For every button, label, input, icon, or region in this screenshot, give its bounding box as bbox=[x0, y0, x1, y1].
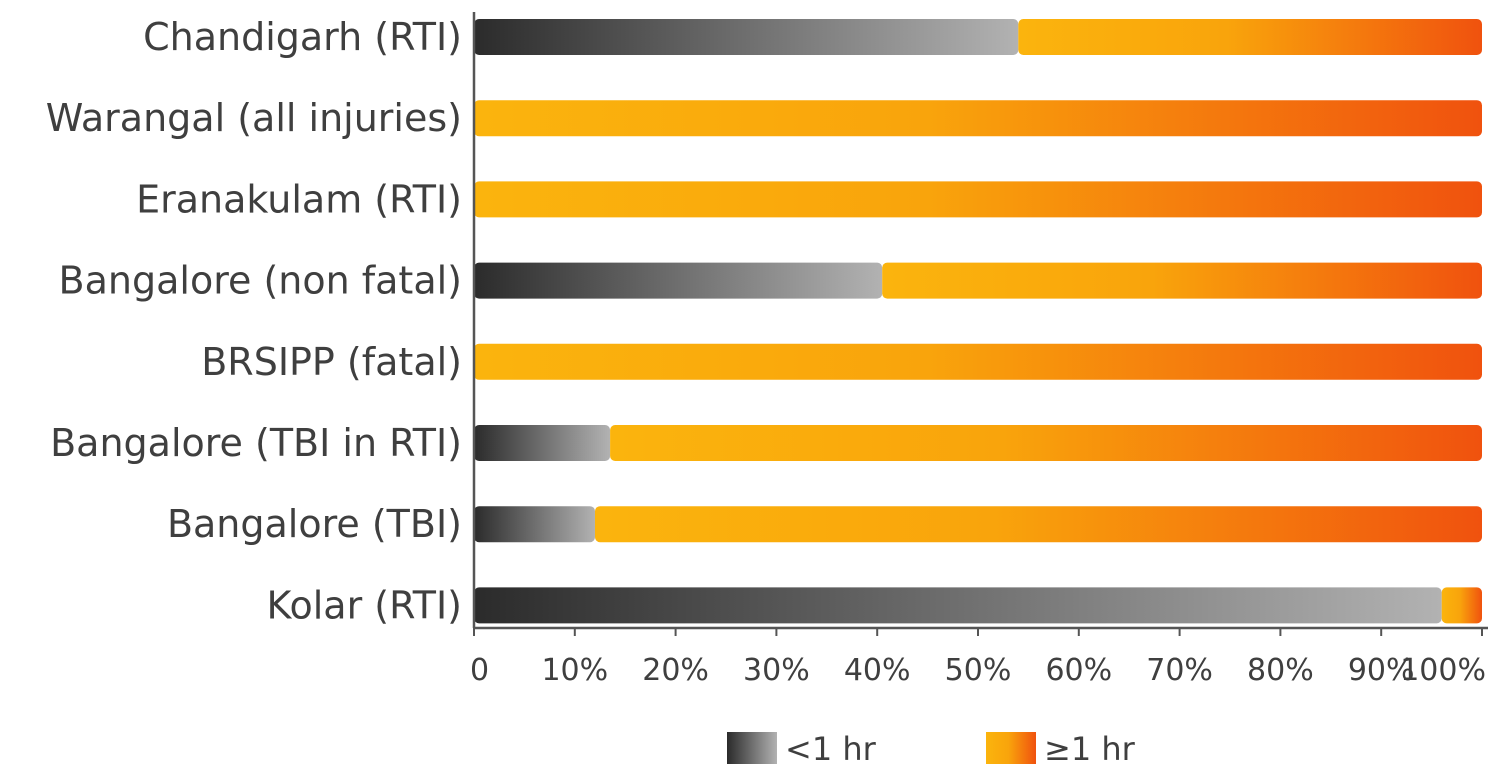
bar-segment-ge1 bbox=[474, 100, 1482, 137]
category-label: Bangalore (non fatal) bbox=[59, 259, 462, 303]
x-tick-label: 70% bbox=[1146, 653, 1213, 688]
bar-segment-lt1 bbox=[474, 19, 1019, 55]
category-label: Chandigarh (RTI) bbox=[143, 15, 462, 59]
x-tick-label: 90% bbox=[1348, 653, 1415, 688]
legend-label-lt1: <1 hr bbox=[785, 730, 877, 768]
legend-swatch-lt1 bbox=[727, 732, 777, 764]
x-tick-label: 0 bbox=[470, 653, 489, 688]
bar-segment-ge1 bbox=[474, 181, 1482, 218]
legend: <1 hr ≥1 hr bbox=[727, 730, 1136, 768]
bars-group bbox=[474, 19, 1482, 624]
category-label: Warangal (all injuries) bbox=[46, 96, 462, 140]
bar-segment-ge1 bbox=[595, 506, 1482, 543]
legend-label-ge1: ≥1 hr bbox=[1044, 730, 1136, 768]
axes-group bbox=[472, 12, 1488, 636]
x-tick-label: 50% bbox=[945, 653, 1012, 688]
bar-segment-ge1 bbox=[1441, 587, 1482, 624]
x-tick-label: 100% bbox=[1400, 653, 1486, 688]
bar-segment-ge1 bbox=[882, 262, 1482, 299]
x-tick-labels: 0 10% 20% 30% 40% 50% 60% 70% 80% 90%100% bbox=[470, 653, 1486, 688]
bar-segment-ge1 bbox=[1018, 19, 1482, 55]
x-tick-label: 10% bbox=[541, 653, 608, 688]
bar-segment-lt1 bbox=[474, 587, 1442, 624]
x-tick-label: 80% bbox=[1247, 653, 1314, 688]
category-label: BRSIPP (fatal) bbox=[201, 340, 462, 384]
category-label: Kolar (RTI) bbox=[266, 583, 462, 627]
category-label: Bangalore (TBI) bbox=[167, 502, 462, 546]
bar-segment-ge1 bbox=[474, 343, 1482, 380]
x-tick-label: 20% bbox=[642, 653, 709, 688]
bar-segment-lt1 bbox=[474, 506, 595, 543]
x-tick-label: 30% bbox=[743, 653, 810, 688]
category-label: Bangalore (TBI in RTI) bbox=[50, 421, 462, 465]
x-tick-label: 60% bbox=[1045, 653, 1112, 688]
bar-segment-lt1 bbox=[474, 425, 611, 461]
category-labels: Chandigarh (RTI) Warangal (all injuries) E… bbox=[46, 15, 462, 627]
category-label: Eranakulam (RTI) bbox=[136, 177, 462, 221]
bar-segment-lt1 bbox=[474, 262, 883, 299]
x-tick-label: 40% bbox=[844, 653, 911, 688]
legend-swatch-ge1 bbox=[986, 732, 1036, 764]
bar-segment-ge1 bbox=[610, 425, 1482, 461]
